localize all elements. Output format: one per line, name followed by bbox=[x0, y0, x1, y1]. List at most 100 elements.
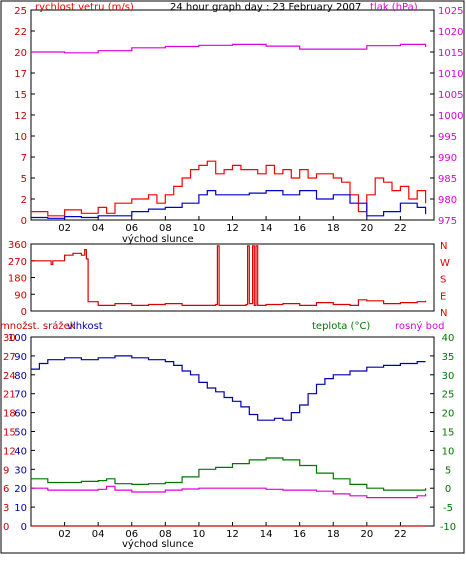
humidity-tick-label: 40 bbox=[14, 446, 27, 457]
direction-tick-label: 90 bbox=[14, 290, 27, 301]
direction-tick-label: 0 bbox=[21, 307, 27, 318]
compass-label: W bbox=[440, 258, 450, 269]
top-x-tick-label: 10 bbox=[193, 223, 206, 234]
temp-tick-label: 35 bbox=[442, 352, 455, 363]
top-x-tick-label: 18 bbox=[327, 223, 340, 234]
bottom-x-tick-label: 12 bbox=[226, 529, 239, 540]
bottom-x-tick-label: 08 bbox=[159, 529, 172, 540]
compass-label: N bbox=[440, 308, 447, 319]
temp-tick-label: 25 bbox=[442, 390, 455, 401]
wind-tick-label: 0 bbox=[21, 216, 27, 227]
pressure-tick-label: 1005 bbox=[438, 90, 463, 101]
sunrise-label-top: východ slunce bbox=[122, 233, 194, 245]
bottom-x-tick-label: 06 bbox=[125, 529, 138, 540]
top-x-tick-label: 12 bbox=[226, 223, 239, 234]
pressure-tick-label: 995 bbox=[438, 132, 457, 143]
pressure-tick-label: 1025 bbox=[438, 6, 463, 17]
wind-tick-label: 10 bbox=[14, 132, 27, 143]
pressure-tick-label: 1000 bbox=[438, 111, 463, 122]
humidity-tick-label: 10 bbox=[14, 503, 27, 514]
humidity-tick-label: 90 bbox=[14, 352, 27, 363]
top-x-tick-label: 16 bbox=[293, 223, 306, 234]
bottom-x-tick-label: 18 bbox=[327, 529, 340, 540]
temperature-axis-label: teplota (°C) bbox=[312, 321, 370, 332]
bottom-x-tick-label: 04 bbox=[92, 529, 105, 540]
humidity-tick-label: 60 bbox=[14, 409, 27, 420]
top-x-tick-label: 02 bbox=[58, 223, 71, 234]
top-x-tick-label: 08 bbox=[159, 223, 172, 234]
humidity-tick-label: 100 bbox=[8, 333, 27, 344]
direction-tick-label: 270 bbox=[8, 257, 27, 268]
rain-tick-label: 27 bbox=[3, 352, 16, 363]
temp-tick-label: 40 bbox=[442, 333, 455, 344]
wind-tick-label: 20 bbox=[14, 48, 27, 59]
dewpoint-axis-label: rosný bod bbox=[395, 320, 444, 332]
series-average bbox=[31, 190, 427, 219]
wind-tick-label: 15 bbox=[14, 90, 27, 101]
humidity-temperature-panel: množst. srážek vlhkost teplota (°C) rosn… bbox=[0, 320, 456, 550]
pressure-axis-label: tlak (hPa) bbox=[370, 2, 418, 13]
wind-tick-label: 5 bbox=[21, 174, 27, 185]
bottom-x-tick-label: 22 bbox=[394, 529, 407, 540]
rain-tick-label: 21 bbox=[3, 390, 16, 401]
temp-tick-label: -5 bbox=[443, 503, 453, 514]
wind-tick-label: 2 bbox=[21, 195, 27, 206]
wind-speed-axis-label: rychlost vetru (m/s) bbox=[35, 2, 134, 13]
graph-title: 24 hour graph day : 23 February 2007 bbox=[170, 2, 361, 13]
pressure-tick-label: 1010 bbox=[438, 69, 463, 80]
temp-tick-label: 20 bbox=[442, 409, 455, 420]
series-pressure bbox=[31, 43, 427, 54]
rain-tick-label: 6 bbox=[3, 484, 9, 495]
bottom-x-tick-label: 02 bbox=[58, 529, 71, 540]
humidity-tick-label: 0 bbox=[21, 522, 27, 533]
bottom-x-tick-label: 10 bbox=[193, 529, 206, 540]
bottom-x-tick-label: 20 bbox=[360, 529, 373, 540]
temp-tick-label: 5 bbox=[445, 465, 451, 476]
rain-tick-label: 3 bbox=[3, 503, 9, 514]
pressure-tick-label: 980 bbox=[438, 195, 457, 206]
rain-tick-label: 18 bbox=[3, 409, 16, 420]
temp-tick-label: 15 bbox=[442, 428, 455, 439]
humidity-axis-label: vlhkost bbox=[67, 321, 103, 332]
rain-axis-label: množst. srážek bbox=[0, 320, 76, 332]
pressure-tick-label: 975 bbox=[438, 216, 457, 227]
rain-tick-label: 24 bbox=[3, 371, 16, 382]
wind-tick-label: 22 bbox=[14, 27, 27, 38]
bottom-x-tick-label: 16 bbox=[293, 529, 306, 540]
compass-label: N bbox=[440, 241, 447, 252]
top-x-tick-label: 04 bbox=[92, 223, 105, 234]
humidity-tick-label: 70 bbox=[14, 390, 27, 401]
temp-tick-label: 10 bbox=[442, 446, 455, 457]
top-x-tick-label: 14 bbox=[260, 223, 273, 234]
rain-tick-label: 9 bbox=[3, 465, 9, 476]
wind-pressure-panel: rychlost vetru (m/s) 24 hour graph day :… bbox=[14, 2, 463, 245]
rain-tick-label: 15 bbox=[3, 428, 16, 439]
series-direction bbox=[31, 245, 427, 306]
pressure-tick-label: 1020 bbox=[438, 27, 463, 38]
pressure-tick-label: 990 bbox=[438, 153, 457, 164]
wind-tick-label: 12 bbox=[14, 111, 27, 122]
humidity-tick-label: 20 bbox=[14, 484, 27, 495]
top-x-tick-label: 22 bbox=[394, 223, 407, 234]
humidity-tick-label: 80 bbox=[14, 371, 27, 382]
series-vlhkost bbox=[31, 355, 426, 421]
sunrise-label-bottom: východ slunce bbox=[122, 538, 194, 550]
wind-tick-label: 17 bbox=[14, 69, 27, 80]
wind-tick-label: 25 bbox=[14, 6, 27, 17]
series-teplota bbox=[31, 457, 427, 491]
compass-label: E bbox=[440, 291, 446, 302]
humidity-tick-label: 50 bbox=[14, 428, 27, 439]
rain-tick-label: 12 bbox=[3, 446, 16, 457]
temp-tick-label: -10 bbox=[440, 522, 456, 533]
bottom-x-tick-label: 14 bbox=[260, 529, 273, 540]
series-gust bbox=[31, 160, 427, 217]
top-x-tick-label: 06 bbox=[125, 223, 138, 234]
temp-tick-label: 0 bbox=[445, 484, 451, 495]
wind-tick-label: 7 bbox=[21, 153, 27, 164]
humidity-tick-label: 30 bbox=[14, 465, 27, 476]
rain-tick-label: 0 bbox=[3, 522, 9, 533]
